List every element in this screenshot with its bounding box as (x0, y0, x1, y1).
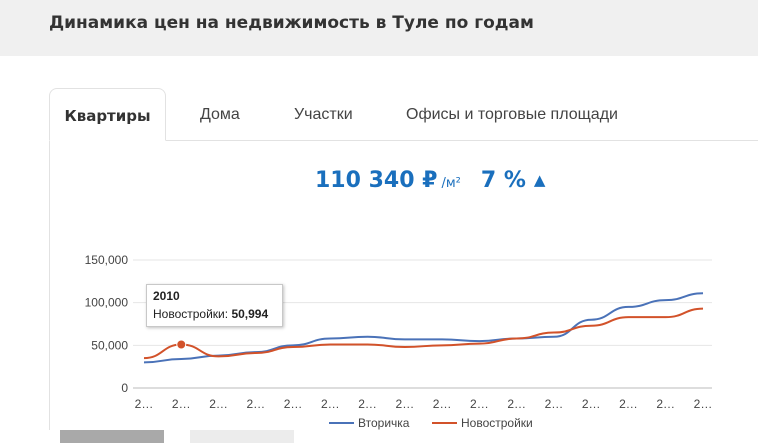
chart-tooltip: 2010 Новостройки: 50,994 (146, 284, 283, 327)
price-value: 110 340 ₽ (315, 168, 438, 193)
legend-label-novostroyki: Новостройки (461, 416, 533, 430)
tab-houses[interactable]: Дома (200, 106, 240, 123)
page-header: Динамика цен на недвижимость в Туле по г… (0, 0, 758, 56)
tab-plots[interactable]: Участки (294, 106, 353, 123)
footer-block-left (60, 430, 164, 443)
x-tick-label: 2… (135, 397, 154, 411)
tooltip-value: 50,994 (231, 307, 269, 321)
tab-offices[interactable]: Офисы и торговые площади (406, 106, 618, 123)
legend-label-vtorichka: Вторичка (358, 416, 410, 430)
footer-block-right (190, 430, 294, 443)
x-tick-label: 2… (582, 397, 601, 411)
y-tick-label: 100,000 (85, 296, 129, 310)
triangle-up-icon: ▲ (533, 171, 546, 189)
page-title: Динамика цен на недвижимость в Туле по г… (49, 13, 534, 33)
x-tick-label: 2… (396, 397, 415, 411)
highlighted-point (176, 339, 187, 350)
price-unit: /м² (441, 176, 461, 191)
y-tick-label: 150,000 (85, 253, 129, 267)
x-tick-label: 2… (619, 397, 638, 411)
x-tick-label: 2… (656, 397, 675, 411)
property-type-tabs: Квартиры Дома Участки Офисы и торговые п… (49, 88, 758, 141)
y-tick-label: 0 (121, 381, 128, 395)
x-tick-label: 2… (246, 397, 265, 411)
x-tick-label: 2… (545, 397, 564, 411)
x-tick-label: 2… (358, 397, 377, 411)
x-tick-label: 2… (694, 397, 713, 411)
x-tick-label: 2… (172, 397, 191, 411)
x-tick-label: 2… (209, 397, 228, 411)
chart-panel (49, 140, 758, 430)
x-tick-label: 2… (507, 397, 526, 411)
price-summary: 110 340 ₽/м² 7 % ▲ (315, 168, 545, 198)
x-tick-label: 2… (433, 397, 452, 411)
price-change: 7 % (480, 168, 526, 193)
y-tick-label: 50,000 (91, 338, 128, 352)
tooltip-series-label: Новостройки: (153, 307, 229, 321)
x-tick-label: 2… (321, 397, 340, 411)
x-tick-label: 2… (284, 397, 303, 411)
x-tick-label: 2… (470, 397, 489, 411)
tab-apartments[interactable]: Квартиры (49, 88, 166, 141)
series-line-novostroyki (143, 307, 704, 360)
tooltip-year: 2010 (153, 289, 180, 303)
